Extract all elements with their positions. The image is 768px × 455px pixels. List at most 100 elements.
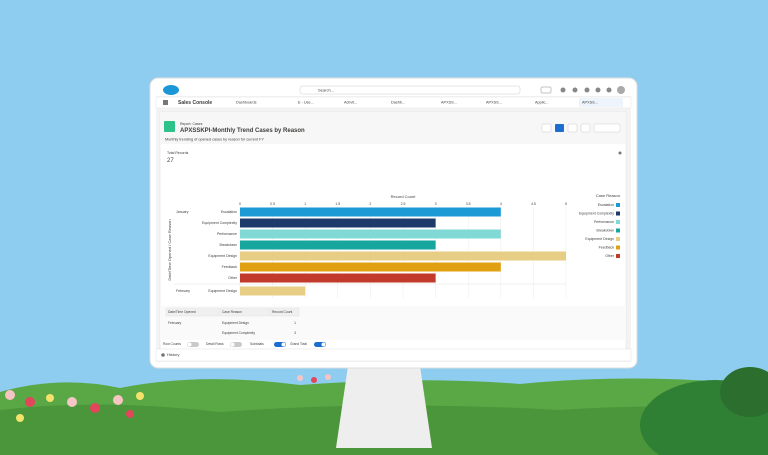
x-tick-label: 2 — [369, 202, 371, 206]
x-tick-label: 3.5 — [466, 202, 471, 206]
report-actions — [541, 123, 621, 133]
history[interactable]: History — [167, 352, 179, 357]
group-label: February — [176, 289, 190, 293]
nav-bar — [155, 96, 632, 109]
report-object: Report: Cases — [180, 122, 203, 126]
header-icons — [540, 86, 625, 94]
column-header-label: Case Reason — [222, 310, 242, 314]
category-label: Equipment Design — [208, 254, 237, 258]
search-button[interactable] — [541, 123, 552, 133]
legend-swatch — [616, 203, 620, 207]
group-label: January — [176, 210, 189, 214]
bar — [240, 218, 436, 228]
nav-tab-label: Dashboards — [236, 101, 257, 105]
search-placeholder: Search... — [318, 88, 334, 93]
category-label: Escalation — [221, 210, 237, 214]
legend-title: Case Reason — [596, 193, 620, 198]
x-tick-label: 4.5 — [531, 202, 536, 206]
category-label: Breakdown — [219, 243, 237, 247]
cell: 1 — [294, 321, 296, 325]
legend-label: Other — [605, 254, 615, 258]
legend-label: Feedback — [599, 245, 615, 249]
category-label: Equipment Complexity — [202, 221, 237, 225]
nav-tab[interactable] — [579, 98, 623, 107]
toggle-knob — [187, 342, 192, 347]
refresh-button[interactable] — [580, 123, 591, 133]
nav-tab-label: Applic... — [535, 101, 549, 105]
legend-swatch — [616, 245, 620, 250]
legend-label: Equipment Design — [585, 237, 614, 241]
legend-swatch — [616, 211, 620, 216]
search-box[interactable] — [299, 85, 521, 95]
bar — [240, 240, 436, 250]
nav-tab-label: E - Use... — [298, 101, 314, 105]
category-label: Equipment Design — [208, 289, 237, 293]
legend-label: Equipment Complexity — [579, 211, 614, 215]
toggle-knob — [230, 342, 235, 347]
bar — [240, 273, 436, 283]
legend-swatch — [616, 254, 620, 258]
app-launcher[interactable] — [163, 100, 168, 105]
bar — [240, 262, 501, 272]
column-header[interactable] — [269, 307, 300, 317]
x-tick-label: 3 — [435, 202, 437, 206]
toggle-label: Grand Total — [290, 342, 307, 346]
y-axis-title: Date/Time Opened / Case Reason — [167, 219, 172, 280]
logo — [163, 85, 179, 95]
cell: Equipment Complexity — [222, 331, 255, 335]
edit-button[interactable] — [593, 123, 621, 133]
chart-button[interactable] — [555, 124, 564, 132]
legend-label: Breakdown — [596, 228, 614, 232]
toggle-label: Subtotals — [250, 342, 264, 346]
nav-tab-label: Activit... — [344, 101, 357, 105]
column-header-label: Date/Time Opened — [168, 310, 196, 314]
x-tick-label: 0 — [239, 202, 241, 206]
x-tick-label: 1 — [304, 202, 306, 206]
cell: February — [168, 321, 182, 325]
monitor-stand — [336, 366, 432, 448]
nav-tab-label: Dashb... — [391, 101, 405, 105]
legend-label: Escalation — [598, 203, 614, 207]
column-header[interactable] — [219, 307, 270, 317]
total-value: 27 — [167, 158, 174, 164]
x-tick-label: 5 — [565, 202, 567, 206]
report-icon — [164, 121, 175, 132]
toggle-label: Detail Rows — [206, 342, 224, 346]
filter-button[interactable] — [567, 123, 578, 133]
x-tick-label: 2.5 — [401, 202, 406, 206]
x-tick-label: 1.5 — [335, 202, 340, 206]
settings-icon[interactable] — [618, 151, 622, 155]
report-description: Monthly trending of opened cases by reas… — [165, 138, 264, 142]
legend-swatch — [616, 228, 620, 233]
flowers — [5, 374, 331, 422]
toggle-knob — [321, 342, 326, 347]
column-header[interactable] — [165, 307, 220, 317]
toggle-label: Row Counts — [163, 342, 181, 346]
x-tick-label: 0.5 — [270, 202, 275, 206]
table: Date/Time Opened Case Reason Record Count F… — [160, 306, 626, 340]
column-header-label: Record Count — [272, 310, 292, 314]
toggle-knob — [281, 342, 286, 347]
x-axis-title: Record Count — [391, 194, 417, 199]
legend-swatch — [616, 220, 620, 224]
bar — [240, 251, 566, 261]
x-tick-label: 4 — [500, 202, 502, 206]
legend-label: Performance — [594, 220, 614, 224]
chart: Record Count Date/Time Opened / Case Rea… — [167, 193, 620, 298]
bar — [240, 207, 501, 217]
report-title: APXSSKPI-Monthly Trend Cases by Reason — [180, 128, 305, 134]
category-label: Feedback — [222, 265, 238, 269]
category-label: Performance — [217, 232, 237, 236]
footer: Row Counts Detail Rows Subtotals Grand Tota… — [163, 342, 326, 347]
legend-swatch — [616, 237, 620, 241]
app-name: Sales Console — [178, 100, 212, 106]
cell: 3 — [294, 331, 296, 335]
cell: Equipment Design — [222, 321, 249, 325]
history-icon — [161, 353, 165, 357]
nav-tab-label: APXSS... — [582, 101, 598, 105]
nav-tab-label: APXSS... — [486, 101, 502, 105]
total-label: Total Records — [167, 151, 189, 155]
bar — [240, 229, 501, 239]
